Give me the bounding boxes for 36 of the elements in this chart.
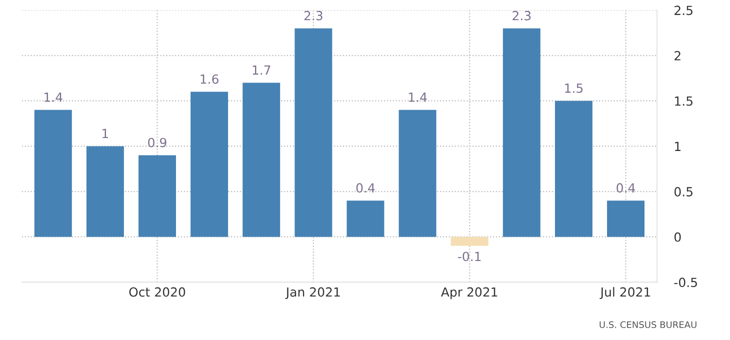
data-label: 0.4 — [616, 183, 636, 193]
y-tick-label: 1.5 — [675, 96, 692, 106]
x-tick-label: Jan 2021 — [285, 287, 340, 300]
data-label: 1.7 — [252, 65, 270, 75]
x-tick-label: Jul 2021 — [600, 287, 650, 300]
bar — [34, 110, 72, 237]
bar — [607, 200, 645, 237]
y-tick-label: 0 — [674, 232, 681, 242]
data-label: 0.4 — [356, 183, 375, 193]
data-label: 1.5 — [565, 84, 583, 93]
y-tick-label: 1 — [675, 142, 680, 151]
bar — [398, 110, 436, 237]
x-tick-label: Apr 2021 — [440, 287, 498, 300]
data-label: 1.4 — [408, 92, 427, 102]
data-label: 0.9 — [148, 138, 166, 148]
x-tick-label: Oct 2020 — [129, 287, 186, 297]
y-tick-label: 0.5 — [674, 187, 692, 196]
y-tick-label: 2.5 — [674, 6, 692, 16]
bar — [138, 155, 176, 237]
bar — [450, 236, 488, 246]
bar — [190, 92, 228, 237]
data-label: 2.3 — [304, 10, 322, 20]
bar — [86, 146, 124, 237]
bar — [242, 82, 280, 237]
data-label: 1 — [102, 128, 108, 138]
data-label: 2.3 — [512, 10, 531, 20]
y-tick-label: -0.5 — [674, 278, 697, 288]
data-label: 1.6 — [200, 74, 218, 84]
data-label: -0.1 — [458, 252, 481, 262]
data-label: 1.4 — [44, 92, 62, 102]
bar — [346, 200, 384, 237]
text: U.S. CENSUS BUREAU — [600, 321, 696, 328]
y-tick-label: 2 — [674, 51, 680, 60]
bar — [294, 28, 332, 237]
bar — [502, 28, 540, 237]
bar — [554, 100, 592, 237]
